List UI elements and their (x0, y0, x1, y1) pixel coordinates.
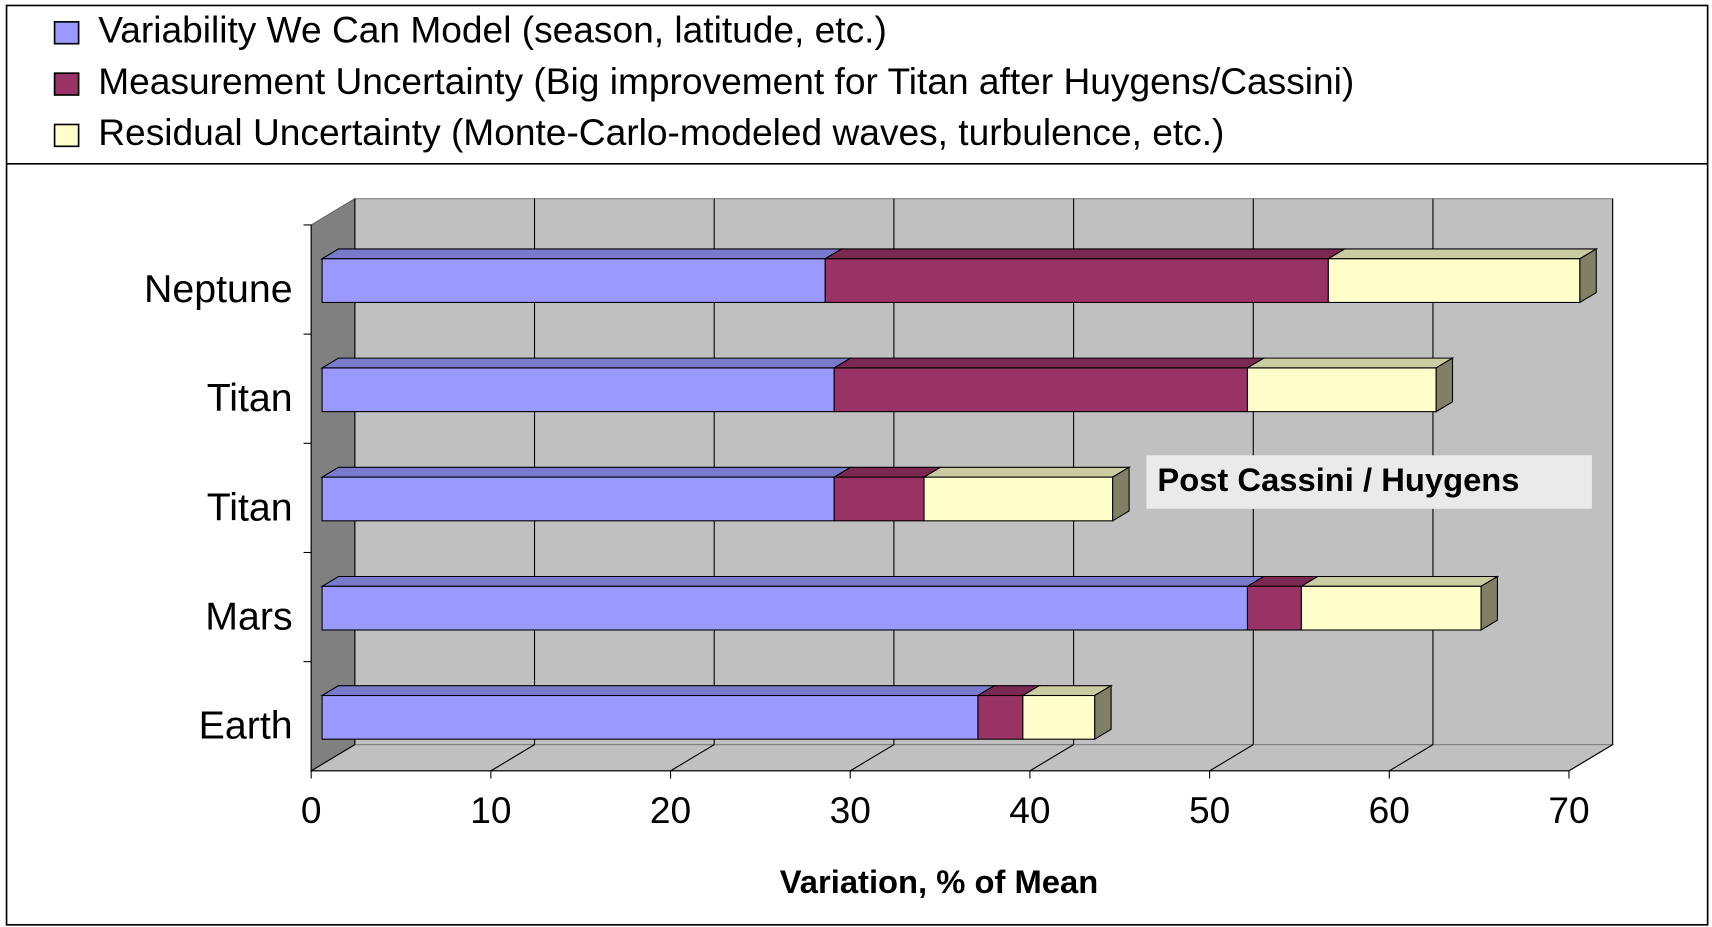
grid-line (1389, 744, 1434, 772)
annotation-box (1146, 455, 1592, 509)
bar-top (320, 357, 853, 369)
legend-swatch (53, 123, 80, 148)
bar-segment (1299, 575, 1500, 631)
grid-line (490, 744, 535, 772)
x-tick-label: 0 (301, 789, 322, 831)
legend-label: Residual Uncertainty (Monte-Carlo-modele… (98, 111, 1224, 153)
x-tick-label: 70 (1548, 789, 1589, 831)
bar-front (1300, 585, 1482, 631)
bar-front (321, 367, 835, 413)
x-tick-label: 20 (650, 789, 691, 831)
bar-top (320, 685, 997, 697)
x-tick-label: 30 (830, 789, 871, 831)
bar-front (321, 258, 826, 303)
bar-segment (975, 685, 1042, 740)
bar-front (321, 585, 1249, 631)
bar-front (1246, 367, 1437, 413)
legend-swatch (53, 72, 80, 96)
bar-side (1112, 466, 1130, 522)
bar-front (321, 694, 979, 740)
bar-side (1579, 247, 1597, 304)
x-tick-label: 40 (1009, 789, 1050, 831)
bar-segment (832, 357, 1266, 413)
bar-front (321, 476, 835, 522)
x-tick-label: 50 (1189, 789, 1230, 831)
chart-border (5, 4, 1709, 926)
bar-segment (320, 357, 853, 413)
bar-front (833, 367, 1249, 413)
annotation: Post Cassini / Huygens (1157, 461, 1519, 498)
grid-line (1209, 744, 1254, 772)
x-axis-title: Variation, % of Mean (780, 863, 1098, 900)
bar-segment (922, 466, 1132, 522)
bar-front (923, 476, 1114, 522)
bar-top (832, 466, 943, 478)
bar-segment (1245, 357, 1455, 413)
bar-top (320, 466, 853, 478)
bar-front (1327, 258, 1581, 303)
x-tick-label: 60 (1369, 789, 1410, 831)
bar-segment (823, 248, 1347, 303)
y-tick-label: Titan (207, 485, 293, 529)
grid-line (670, 744, 715, 772)
bar-top (832, 357, 1266, 369)
bar-front (977, 694, 1024, 740)
bar-top (823, 248, 1347, 260)
y-tick-label: Titan (207, 376, 293, 420)
legend-label: Measurement Uncertainty (Big improvement… (98, 60, 1354, 102)
bar-segment (1245, 575, 1320, 631)
bar-segment (320, 685, 997, 740)
bar-front (824, 258, 1329, 303)
floor (309, 744, 1615, 772)
bar-front (1022, 694, 1096, 740)
x-tick-label: 10 (470, 789, 511, 831)
bar-side (1435, 357, 1454, 413)
bar-top (922, 466, 1132, 478)
bar-side (1480, 575, 1498, 631)
grid-line (310, 744, 356, 772)
legend-swatch (53, 21, 80, 45)
grid-line (1568, 744, 1613, 772)
bar-segment (1326, 247, 1599, 304)
bar-segment (1020, 684, 1114, 741)
bar-front (833, 476, 925, 522)
bar-top (1245, 357, 1455, 369)
bar-segment (320, 575, 1266, 631)
bar-side (1094, 684, 1112, 741)
legend-label: Variability We Can Model (season, latitu… (98, 9, 887, 51)
y-tick-label: Earth (199, 704, 293, 748)
bar-segment (320, 248, 844, 303)
bar-top (320, 248, 844, 260)
bar-top (320, 575, 1266, 587)
grid-line (1029, 744, 1074, 772)
grid-line (849, 744, 895, 772)
bar-segment (320, 466, 853, 522)
bar-top (1326, 248, 1599, 260)
bar-front (1246, 585, 1302, 631)
y-tick-label: Neptune (144, 267, 293, 311)
bar-top (1299, 575, 1500, 587)
y-tick-label: Mars (205, 594, 292, 638)
